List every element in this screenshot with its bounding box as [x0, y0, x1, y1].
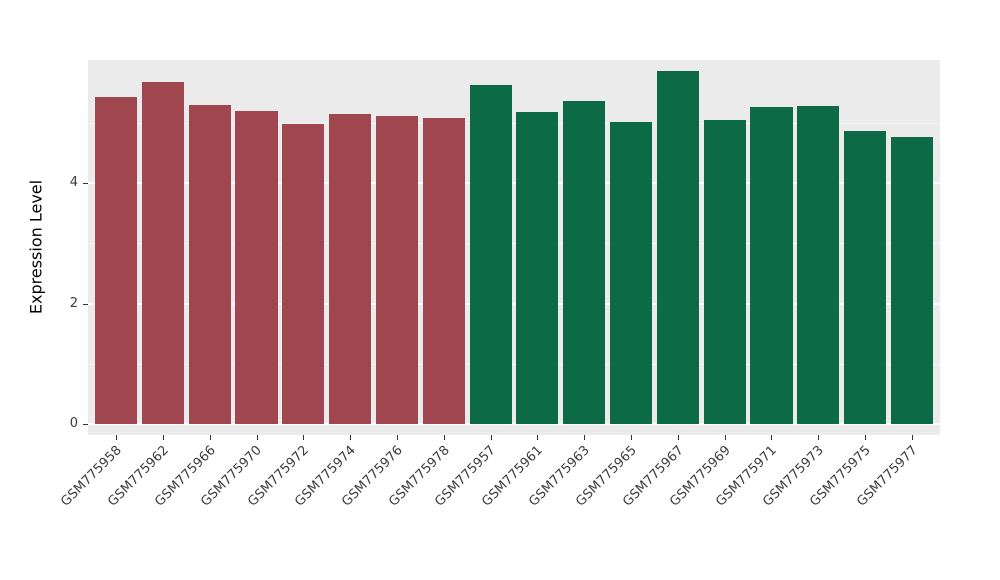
bar	[516, 111, 559, 424]
bar	[469, 84, 512, 424]
bar	[375, 116, 419, 424]
bar	[609, 122, 653, 424]
bar	[563, 101, 606, 424]
bar	[844, 131, 887, 424]
bar	[188, 105, 231, 424]
bar	[890, 137, 933, 424]
bar	[282, 123, 325, 424]
y-tick-label: 2	[69, 295, 78, 311]
x-tick	[724, 435, 726, 440]
x-tick	[443, 435, 445, 440]
x-tick	[911, 435, 913, 440]
bar	[750, 107, 793, 424]
x-tick	[162, 435, 164, 440]
grid-line-minor	[88, 363, 940, 365]
bar	[329, 114, 372, 424]
bar	[235, 111, 278, 424]
bar	[703, 119, 746, 424]
x-tick	[677, 435, 679, 440]
bar	[797, 105, 840, 424]
grid-line-minor	[88, 243, 940, 245]
x-tick	[396, 435, 398, 440]
x-tick	[537, 435, 539, 440]
x-tick	[350, 435, 352, 440]
grid-line-major	[88, 423, 940, 425]
grid-line-major	[88, 182, 940, 184]
x-tick	[209, 435, 211, 440]
x-tick	[116, 435, 118, 440]
x-tick	[490, 435, 492, 440]
grid-line-major	[88, 302, 940, 305]
bar	[656, 70, 699, 424]
plot-panel	[88, 60, 940, 435]
y-tick	[83, 183, 88, 184]
x-tick	[865, 435, 867, 440]
grid-line-minor	[88, 122, 940, 124]
x-tick	[818, 435, 820, 440]
bar	[422, 117, 465, 424]
y-tick-label: 0	[69, 416, 78, 431]
x-tick	[631, 435, 633, 440]
y-tick	[83, 424, 88, 425]
x-tick	[771, 435, 773, 440]
x-tick	[303, 435, 305, 440]
y-tick	[83, 303, 88, 305]
bar	[95, 96, 138, 424]
y-tick-label: 4	[69, 175, 78, 190]
y-axis-title: Expression Level	[26, 179, 46, 315]
bar	[141, 81, 184, 424]
x-tick	[256, 435, 258, 440]
x-tick	[584, 435, 586, 440]
